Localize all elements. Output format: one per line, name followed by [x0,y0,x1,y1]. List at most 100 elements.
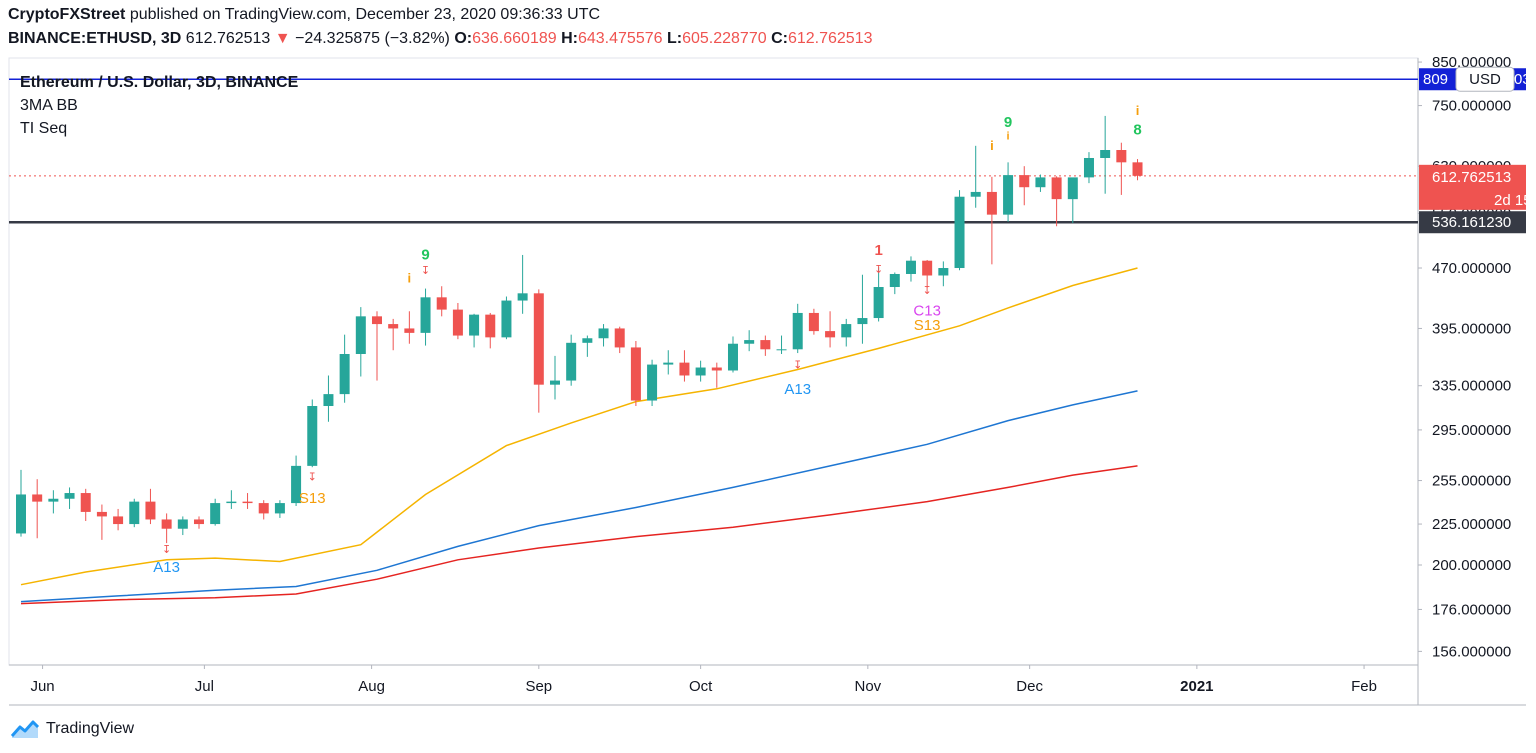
tradingview-footer[interactable]: TradingView [10,716,134,742]
candle-body [469,314,480,336]
chart-frame [8,57,1526,706]
td-annotation: i [1136,103,1140,118]
candle-body [323,394,334,407]
close-label: C: [771,30,788,47]
candle [274,500,285,518]
candle [970,145,981,208]
moving-averages [20,267,1138,605]
open-label: O: [454,30,473,47]
candle-body [96,511,107,517]
candle-body [177,519,188,529]
candle [614,326,625,354]
candle-body [776,349,787,351]
td-annotation: S13 [299,490,326,507]
candle [549,355,560,400]
candle [727,336,738,373]
candle-body [161,519,172,529]
countdown-label: 2d 15h [1494,192,1536,209]
price-axis[interactable]: 850.000000750.000000630.000000550.000000… [1418,54,1511,660]
resistance-tag-label: 809 [1423,71,1448,88]
legend-indicator-seq[interactable]: TI Seq [20,120,68,137]
last-price: 612.762513 [185,30,271,47]
candle [64,487,75,509]
candle [792,303,803,354]
candle [922,259,933,288]
candle [16,469,26,537]
y-tick-label: 295.000000 [1432,422,1511,439]
candle-body [598,328,609,339]
candle [242,493,253,509]
candle [371,311,382,381]
candle [469,313,480,348]
time-axis[interactable]: Jun Jul Aug Sep Oct Nov Dec 2021 Feb [30,665,1377,695]
candle [210,498,221,526]
candle-body [727,343,738,371]
candle [1035,174,1046,192]
candle-body [808,312,819,332]
td-annotation: 9 [1004,114,1012,131]
high-label: H: [561,30,578,47]
low-value: 605.228770 [682,30,767,47]
td-annotation: A13 [153,559,180,576]
candle-body [210,503,221,525]
candle [841,318,852,347]
td-annotation: ↧ [793,360,802,372]
candle-body [679,362,690,376]
candle [129,498,140,528]
x-tick-label: Jul [195,678,214,695]
candle [501,296,512,340]
candle-body [889,273,900,288]
support-tag [1419,211,1526,234]
x-tick-label: Jun [30,678,54,695]
candle [420,288,431,346]
candle-body [436,297,447,310]
candle-body [1003,175,1014,215]
candle-body [922,260,933,276]
candle [1019,166,1030,206]
candle-body [404,328,415,333]
candle-body [1067,177,1078,200]
tradingview-logo-icon [10,720,40,738]
candle [226,490,237,509]
candle-body [291,465,302,504]
candle [663,350,674,375]
candle-body [501,300,512,338]
candle-body [582,338,593,343]
candle [161,513,172,544]
candle-body [307,406,318,466]
candle-body [630,347,641,401]
candle-body [566,342,577,381]
candle-body [388,324,399,329]
candle [388,318,399,351]
candle-body [711,367,722,371]
td-annotation: ↧ [162,544,171,556]
candle [404,311,415,344]
candle [48,490,59,514]
candle-body [452,309,463,336]
candle-body [744,340,755,344]
candle-body [226,501,237,504]
candle-body [533,293,544,385]
footer-brand: TradingView [46,720,135,737]
candle-body [954,196,965,269]
td-annotation: i [408,270,412,285]
last-price-tag [1419,164,1526,210]
x-tick-label: 2021 [1180,678,1213,695]
td-annotation: C13 [913,302,941,319]
candle [193,516,204,529]
candles[interactable] [16,115,1143,544]
candle-body [485,314,496,338]
candle-body [64,493,75,499]
candle-body [970,191,981,197]
legend-indicator-bb[interactable]: 3MA BB [20,97,78,114]
open-value: 636.660189 [472,30,557,47]
candle [258,500,269,520]
candle-body [1083,157,1094,178]
candle [808,308,819,335]
candle-body [339,353,350,395]
candle [889,272,900,295]
candle-body [1035,177,1046,188]
candle-body [274,503,285,514]
candle [291,455,302,507]
